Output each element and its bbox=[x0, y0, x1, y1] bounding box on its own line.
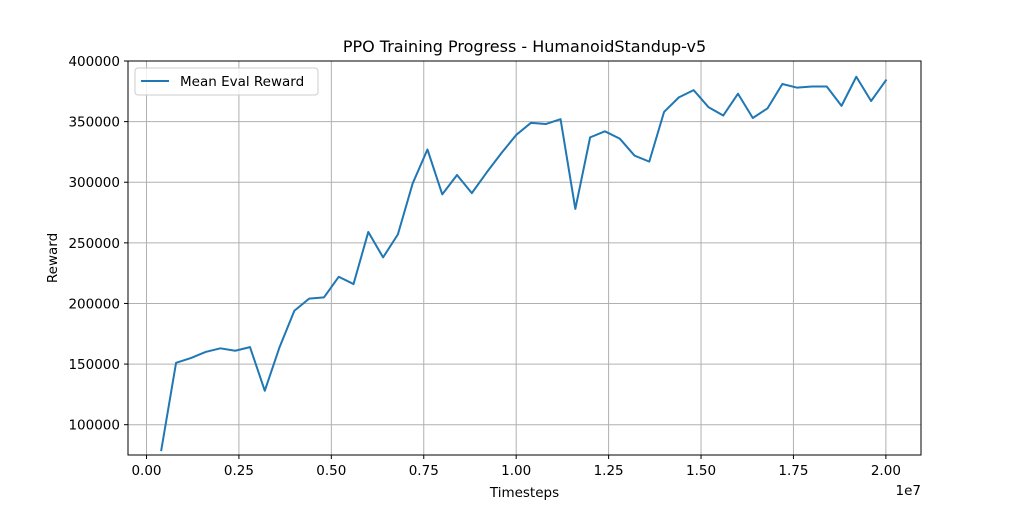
x-tick-label: 1.25 bbox=[594, 463, 624, 479]
x-axis-ticks: 0.00 0.25 0.50 0.75 1.00 1.25 1.50 1.75 2.00 bbox=[131, 455, 901, 479]
legend: Mean Eval Reward bbox=[134, 67, 319, 96]
y-tick-label: 300000 bbox=[68, 175, 120, 191]
x-tick-label: 0.00 bbox=[131, 463, 161, 479]
y-axis-label: Reward bbox=[45, 233, 61, 283]
y-tick-label: 400000 bbox=[68, 54, 120, 70]
x-tick-label: 0.25 bbox=[224, 463, 254, 479]
y-tick-label: 350000 bbox=[68, 115, 120, 131]
plot-area-frame bbox=[127, 60, 922, 456]
x-tick-label: 1.75 bbox=[778, 463, 808, 479]
x-tick-label: 0.75 bbox=[409, 463, 439, 479]
chart-title: PPO Training Progress - HumanoidStandup-… bbox=[343, 37, 706, 56]
grid-layer bbox=[128, 60, 921, 455]
y-tick-label: 150000 bbox=[68, 357, 120, 373]
series-line bbox=[160, 75, 888, 452]
series-layer bbox=[160, 75, 888, 452]
x-axis-offset-label: 1e7 bbox=[896, 483, 921, 499]
x-axis-label: Timesteps bbox=[489, 485, 559, 501]
legend-box bbox=[134, 67, 319, 96]
y-tick-label: 200000 bbox=[68, 296, 120, 312]
y-axis-ticks: 100000 150000 200000 250000 300000 350000 4000… bbox=[68, 54, 128, 434]
x-tick-label: 0.50 bbox=[316, 463, 346, 479]
x-tick-label: 1.00 bbox=[501, 463, 531, 479]
x-tick-label: 2.00 bbox=[871, 463, 901, 479]
y-tick-label: 100000 bbox=[68, 418, 120, 434]
legend-label: Mean Eval Reward bbox=[180, 74, 304, 90]
y-tick-label: 250000 bbox=[68, 236, 120, 252]
x-tick-label: 1.50 bbox=[686, 463, 716, 479]
